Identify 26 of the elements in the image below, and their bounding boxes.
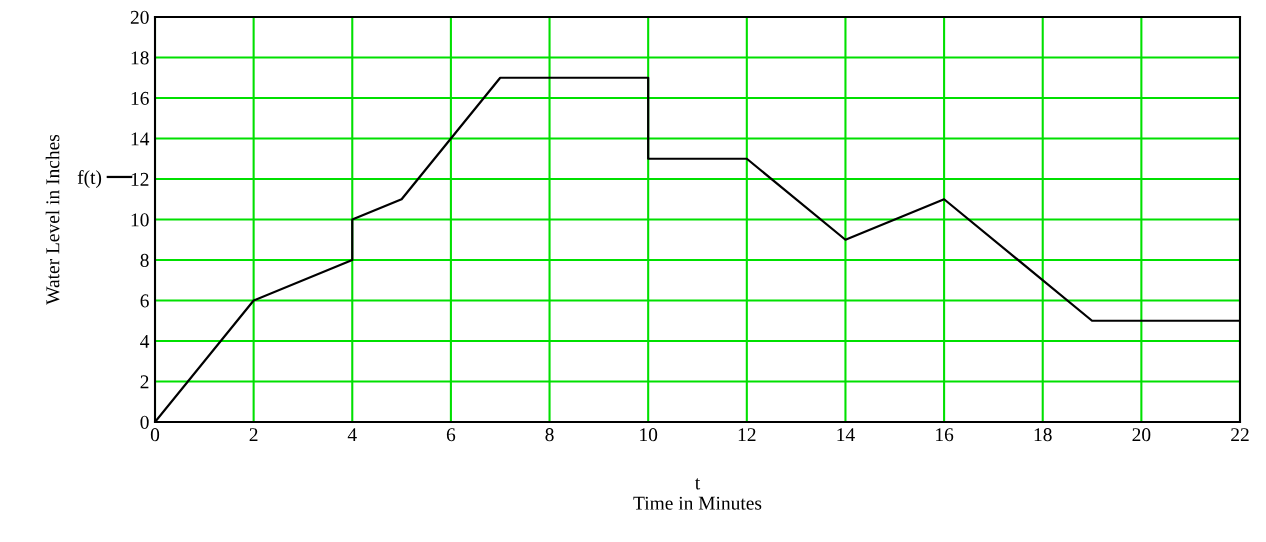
legend-label: f(t) (77, 170, 102, 188)
y-tick-label: 4 (140, 334, 150, 348)
x-tick-label: 0 (150, 428, 160, 442)
x-tick-label: 4 (347, 428, 357, 442)
x-axis-title: t Time in Minutes (633, 478, 762, 510)
x-tick-label: 16 (936, 428, 954, 442)
x-tick-label: 2 (249, 428, 258, 442)
y-tick-label: 14 (131, 132, 150, 146)
x-tick-label: 22 (1231, 428, 1249, 442)
y-tick-label: 0 (140, 415, 149, 429)
x-tick-label: 14 (837, 428, 855, 442)
x-tick-label: 10 (640, 428, 658, 442)
y-tick-label: 10 (131, 213, 149, 227)
y-tick-label: 6 (140, 294, 149, 308)
y-tick-label: 20 (130, 10, 149, 24)
y-tick-label: 12 (131, 172, 149, 186)
x-tick-label: 6 (446, 428, 456, 442)
x-tick-label: 8 (545, 428, 554, 442)
y-tick-label: 2 (140, 375, 149, 389)
x-tick-label: 12 (738, 428, 756, 442)
y-tick-label: 16 (131, 91, 149, 105)
x-tick-label: 18 (1034, 428, 1052, 442)
y-tick-label: 18 (131, 51, 149, 65)
y-axis-title: Water Level in Inches (45, 134, 60, 305)
x-tick-label: 20 (1132, 428, 1151, 442)
y-tick-label: 8 (140, 253, 149, 267)
